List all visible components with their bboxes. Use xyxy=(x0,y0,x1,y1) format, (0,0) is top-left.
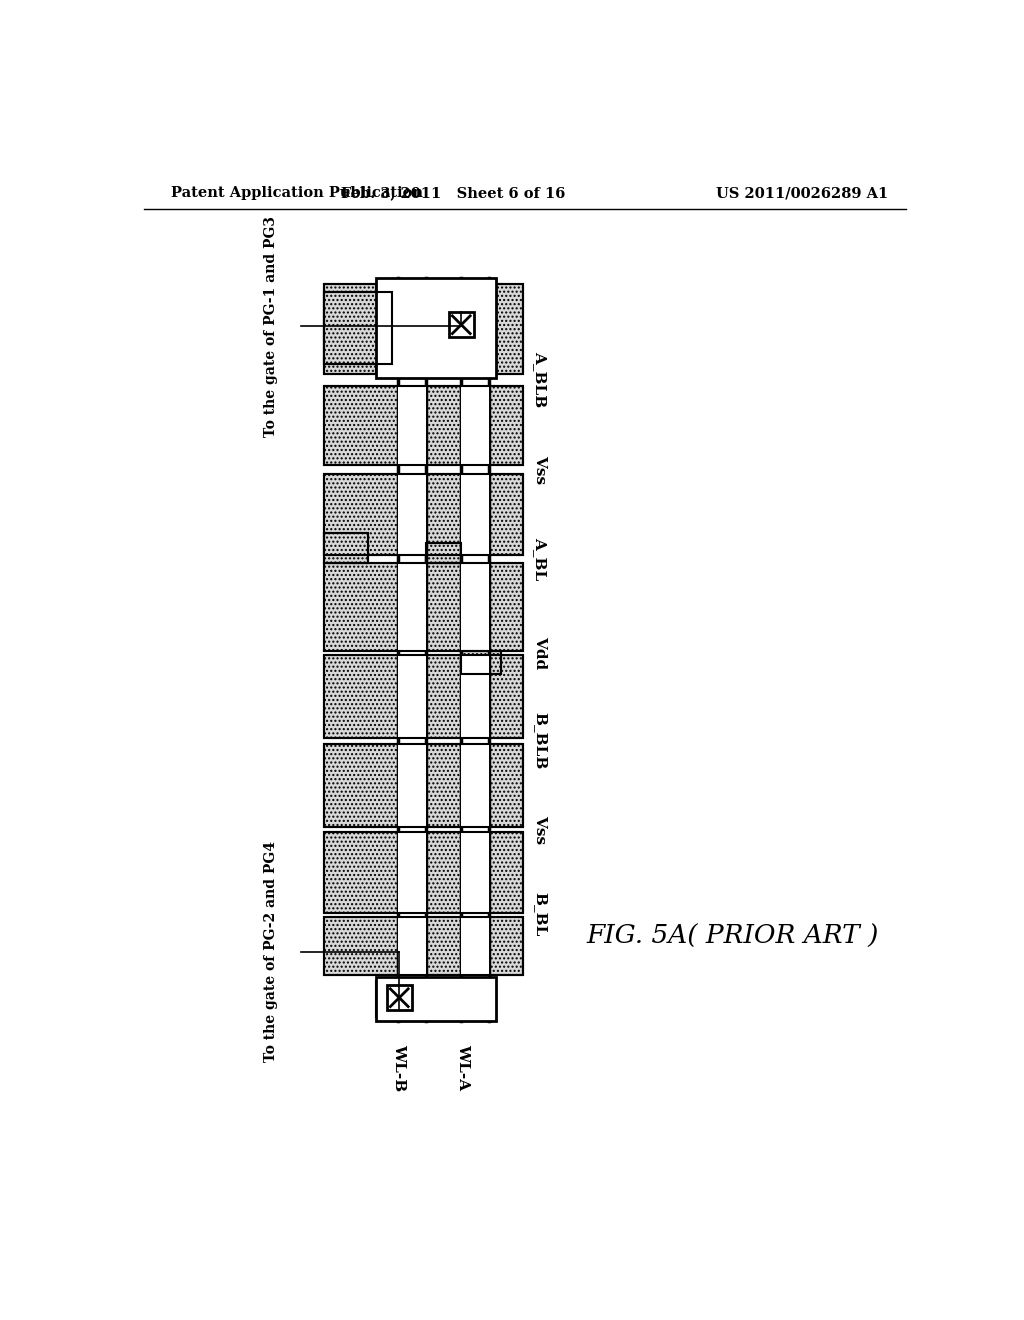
Bar xyxy=(397,474,426,554)
Bar xyxy=(489,743,523,826)
Bar xyxy=(324,832,523,913)
Bar xyxy=(324,917,397,974)
Bar xyxy=(324,474,397,554)
Bar xyxy=(461,651,501,675)
Bar xyxy=(461,284,489,374)
Text: B_BLB: B_BLB xyxy=(534,711,547,770)
Text: US 2011/0026289 A1: US 2011/0026289 A1 xyxy=(716,186,889,201)
Bar xyxy=(324,832,397,913)
Bar xyxy=(397,385,426,465)
Bar xyxy=(324,533,369,562)
Bar xyxy=(376,977,496,1020)
Bar xyxy=(324,292,391,364)
Text: FIG. 5A( PRIOR ART ): FIG. 5A( PRIOR ART ) xyxy=(587,924,879,949)
Bar xyxy=(461,917,489,974)
Text: B_BL: B_BL xyxy=(534,892,547,937)
Bar xyxy=(489,832,523,913)
Text: Vss: Vss xyxy=(534,455,547,484)
Bar xyxy=(426,284,461,374)
Bar xyxy=(426,832,461,913)
Bar xyxy=(489,655,523,738)
Bar xyxy=(489,917,523,974)
Bar xyxy=(324,284,397,374)
Bar xyxy=(426,385,461,465)
Bar xyxy=(376,284,460,372)
Bar xyxy=(324,474,523,554)
Bar xyxy=(397,562,426,651)
Bar xyxy=(461,651,501,675)
Bar xyxy=(461,832,489,913)
Bar xyxy=(324,284,523,374)
Text: A_BLB: A_BLB xyxy=(534,351,547,408)
Bar xyxy=(489,284,523,374)
Bar xyxy=(397,917,426,974)
Bar xyxy=(324,533,369,562)
Bar xyxy=(461,562,489,651)
Bar xyxy=(397,284,426,374)
Bar xyxy=(324,562,523,651)
Text: To the gate of PG-1 and PG3: To the gate of PG-1 and PG3 xyxy=(264,215,279,437)
Bar xyxy=(426,474,461,554)
Bar xyxy=(427,981,496,1016)
Bar xyxy=(461,385,489,465)
Text: WL-B: WL-B xyxy=(392,1044,407,1092)
Bar xyxy=(449,313,474,337)
Bar xyxy=(489,385,523,465)
Bar xyxy=(426,743,461,826)
Bar xyxy=(324,655,523,738)
Bar xyxy=(324,655,397,738)
Bar xyxy=(426,562,461,651)
Bar xyxy=(426,544,461,562)
Bar xyxy=(397,655,426,738)
Bar xyxy=(324,917,523,974)
Text: WL-A: WL-A xyxy=(456,1044,470,1090)
Text: Vdd: Vdd xyxy=(534,636,547,669)
Bar xyxy=(489,562,523,651)
Bar xyxy=(324,562,397,651)
Bar xyxy=(324,743,523,826)
Text: A_BL: A_BL xyxy=(534,537,547,581)
Bar xyxy=(397,832,426,913)
Bar xyxy=(376,277,496,378)
Bar xyxy=(426,655,461,738)
Bar xyxy=(324,385,523,465)
Bar xyxy=(426,917,461,974)
Text: Feb. 3, 2011   Sheet 6 of 16: Feb. 3, 2011 Sheet 6 of 16 xyxy=(341,186,565,201)
Bar xyxy=(387,985,412,1010)
Bar xyxy=(324,292,391,364)
Bar xyxy=(397,743,426,826)
Bar xyxy=(376,981,424,1016)
Bar xyxy=(463,284,496,372)
Bar xyxy=(324,385,397,465)
Bar xyxy=(489,474,523,554)
Bar xyxy=(324,743,397,826)
Bar xyxy=(426,544,461,562)
Bar xyxy=(461,474,489,554)
Text: Vss: Vss xyxy=(534,816,547,845)
Bar xyxy=(461,743,489,826)
Text: Patent Application Publication: Patent Application Publication xyxy=(171,186,423,201)
Bar xyxy=(461,655,489,738)
Text: To the gate of PG-2 and PG4: To the gate of PG-2 and PG4 xyxy=(264,841,279,1063)
